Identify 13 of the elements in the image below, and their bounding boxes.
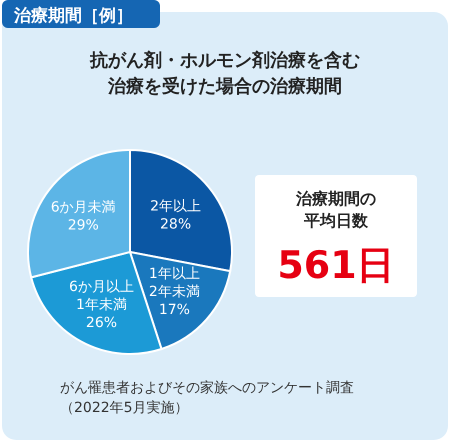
slice-label: 2年以上	[150, 198, 202, 214]
data-label: 26%	[86, 314, 118, 331]
text: 561日	[277, 243, 395, 287]
slice-label: 6か月以上 1年未満	[69, 278, 134, 313]
data-label: 17%	[158, 302, 190, 318]
chart-title: 治療期間［例］	[13, 6, 133, 26]
text: がん罹患者およびその家族へのアンケート調査（2022年5月実施）	[60, 380, 354, 416]
chart-subtitle: 抗がん剤・ホルモン剤治療を含む治療を受けた場合の治療期間	[89, 50, 360, 97]
data-label: 29%	[68, 218, 99, 234]
slice-label: 1年以上 2年未満	[148, 266, 200, 300]
text: 治療期間の平均日数	[295, 189, 376, 230]
data-label: 28%	[160, 216, 192, 232]
slice-label: 6か月未満	[50, 200, 116, 216]
